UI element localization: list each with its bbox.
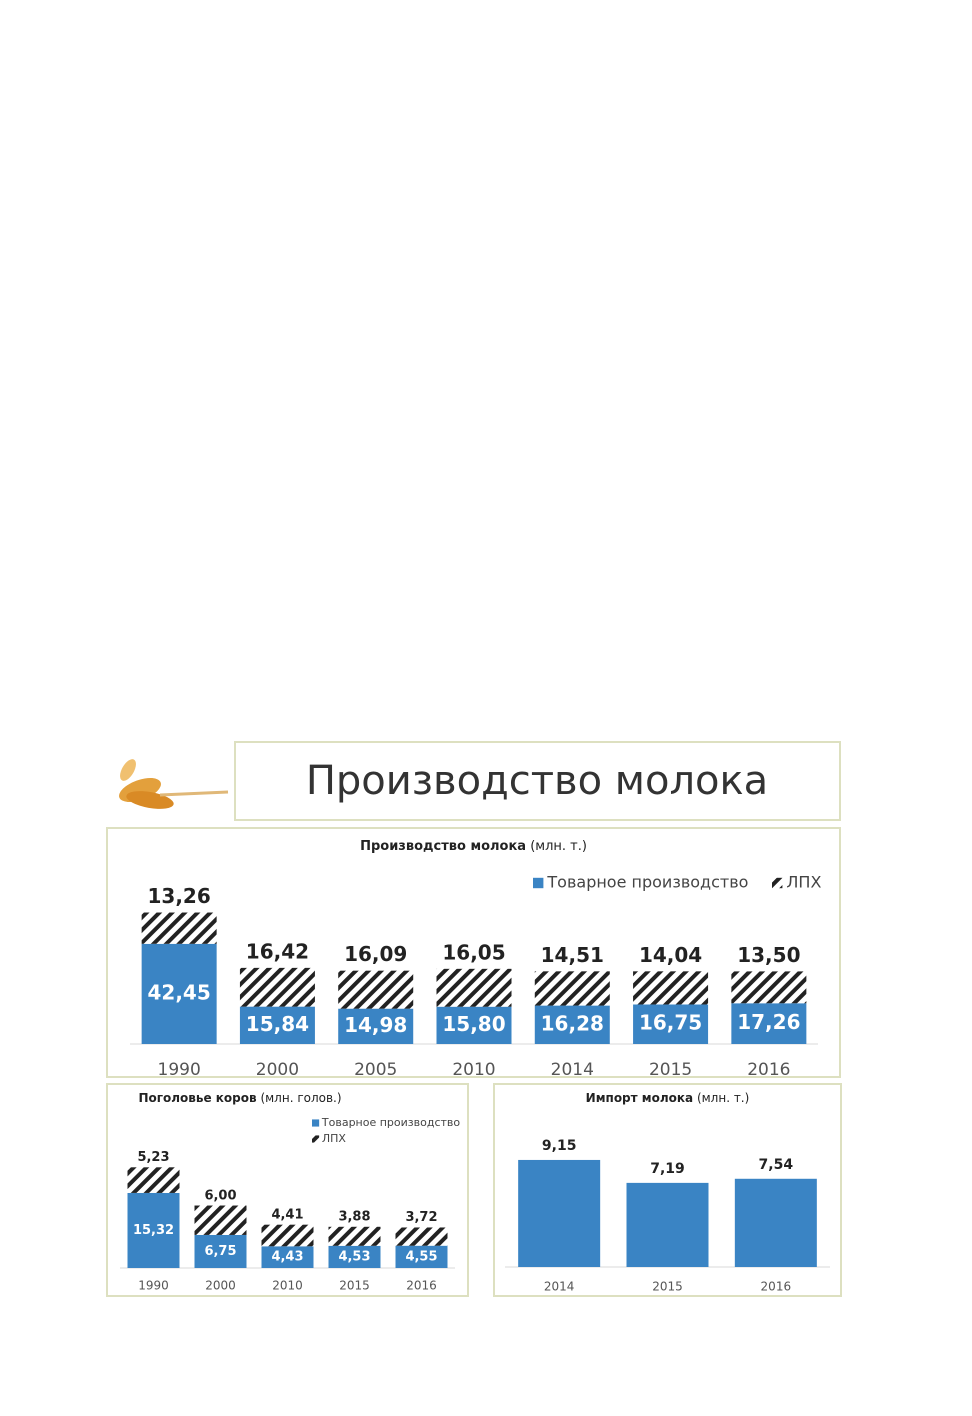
bar-segment bbox=[338, 970, 414, 1009]
legend-swatch bbox=[772, 877, 783, 889]
wheat-icon bbox=[119, 759, 229, 809]
chart-unit: (млн. т.) bbox=[530, 839, 587, 854]
bar-segment bbox=[194, 1205, 247, 1235]
data-label: 16,42 bbox=[246, 939, 309, 963]
legend-swatch bbox=[533, 877, 544, 889]
legend-swatch bbox=[312, 1119, 320, 1127]
bar-segment bbox=[633, 1004, 709, 1044]
data-label: 7,19 bbox=[650, 1161, 685, 1177]
data-label: 4,41 bbox=[271, 1207, 303, 1222]
data-label: 5,23 bbox=[137, 1150, 169, 1165]
data-label: 9,15 bbox=[542, 1138, 577, 1154]
x-tick-label: 2000 bbox=[256, 1060, 299, 1080]
legend-label: Товарное производство bbox=[546, 873, 748, 892]
bar-segment bbox=[395, 1227, 448, 1246]
x-tick-label: 2015 bbox=[649, 1060, 692, 1080]
data-label: 6,00 bbox=[204, 1188, 236, 1203]
legend-swatch bbox=[312, 1135, 320, 1143]
data-label: 14,51 bbox=[541, 943, 604, 967]
bar-segment bbox=[436, 968, 512, 1007]
x-tick-label: 2005 bbox=[354, 1060, 397, 1080]
x-tick-label: 2016 bbox=[761, 1280, 792, 1294]
bar-segment bbox=[328, 1226, 381, 1246]
data-label: 16,09 bbox=[344, 942, 407, 966]
data-label: 15,32 bbox=[133, 1223, 174, 1238]
page-title: Производство молока bbox=[306, 758, 768, 804]
bar-segment bbox=[731, 971, 807, 1004]
x-tick-label: 1990 bbox=[158, 1060, 201, 1080]
bar bbox=[734, 1178, 817, 1267]
chart-title: Импорт молока (млн. т.) bbox=[586, 1091, 750, 1105]
data-label: 16,75 bbox=[639, 1011, 702, 1035]
x-tick-label: 1990 bbox=[138, 1279, 169, 1293]
bar-segment bbox=[239, 1006, 315, 1044]
bar-segment bbox=[141, 912, 217, 944]
bar bbox=[626, 1182, 709, 1267]
bar-segment bbox=[261, 1224, 314, 1247]
chart-title: Производство молока (млн. т.) bbox=[360, 839, 587, 854]
data-label: 7,54 bbox=[759, 1157, 794, 1173]
data-label: 15,80 bbox=[442, 1012, 505, 1036]
data-label: 17,26 bbox=[737, 1010, 800, 1034]
chart-unit: (млн. т.) bbox=[697, 1091, 749, 1105]
legend-label: Товарное производство bbox=[321, 1116, 461, 1129]
data-label: 14,98 bbox=[344, 1013, 407, 1037]
bar-segment bbox=[239, 967, 315, 1007]
data-label: 4,55 bbox=[405, 1249, 437, 1264]
x-tick-label: 2014 bbox=[544, 1280, 575, 1294]
data-label: 42,45 bbox=[148, 980, 211, 1004]
data-label: 16,28 bbox=[541, 1011, 604, 1035]
x-tick-label: 2015 bbox=[652, 1280, 683, 1294]
bar-segment bbox=[261, 1246, 314, 1268]
chart-title-text: Производство молока bbox=[360, 839, 526, 854]
x-tick-label: 2010 bbox=[272, 1279, 303, 1293]
bar-segment bbox=[194, 1234, 247, 1268]
x-tick-label: 2014 bbox=[551, 1060, 594, 1080]
bar-segment bbox=[127, 1192, 180, 1268]
chart-title: Поголовье коров (млн. голов.) bbox=[138, 1091, 341, 1105]
x-tick-label: 2016 bbox=[747, 1060, 790, 1080]
bar-segment bbox=[338, 1008, 414, 1044]
bar-segment bbox=[127, 1167, 180, 1193]
bar-segment bbox=[395, 1245, 448, 1268]
bar-segment bbox=[534, 1005, 610, 1044]
chart-title-text: Импорт молока bbox=[586, 1091, 693, 1105]
data-label: 13,26 bbox=[148, 884, 211, 908]
bar-segment bbox=[141, 943, 217, 1044]
data-label: 14,04 bbox=[639, 943, 702, 967]
legend-label: ЛПХ bbox=[786, 873, 821, 892]
data-label: 6,75 bbox=[204, 1244, 236, 1259]
chart-title-text: Поголовье коров bbox=[138, 1091, 257, 1105]
x-tick-label: 2016 bbox=[406, 1279, 437, 1293]
header-box bbox=[234, 741, 841, 821]
chart-unit: (млн. голов.) bbox=[260, 1091, 341, 1105]
data-label: 16,05 bbox=[442, 940, 505, 964]
bar-segment bbox=[436, 1006, 512, 1044]
bar-segment bbox=[534, 971, 610, 1006]
bar bbox=[518, 1159, 601, 1267]
bar-segment bbox=[731, 1003, 807, 1044]
x-tick-label: 2015 bbox=[339, 1279, 370, 1293]
data-label: 15,84 bbox=[246, 1012, 309, 1036]
legend-label: ЛПХ bbox=[322, 1132, 347, 1145]
data-label: 4,53 bbox=[338, 1249, 370, 1264]
x-tick-label: 2010 bbox=[452, 1060, 495, 1080]
data-label: 3,72 bbox=[405, 1210, 437, 1225]
data-label: 13,50 bbox=[737, 943, 800, 967]
data-label: 3,88 bbox=[338, 1210, 370, 1225]
bar-segment bbox=[633, 971, 709, 1005]
bar-segment bbox=[328, 1245, 381, 1268]
data-label: 4,43 bbox=[271, 1250, 303, 1265]
x-tick-label: 2000 bbox=[205, 1279, 236, 1293]
